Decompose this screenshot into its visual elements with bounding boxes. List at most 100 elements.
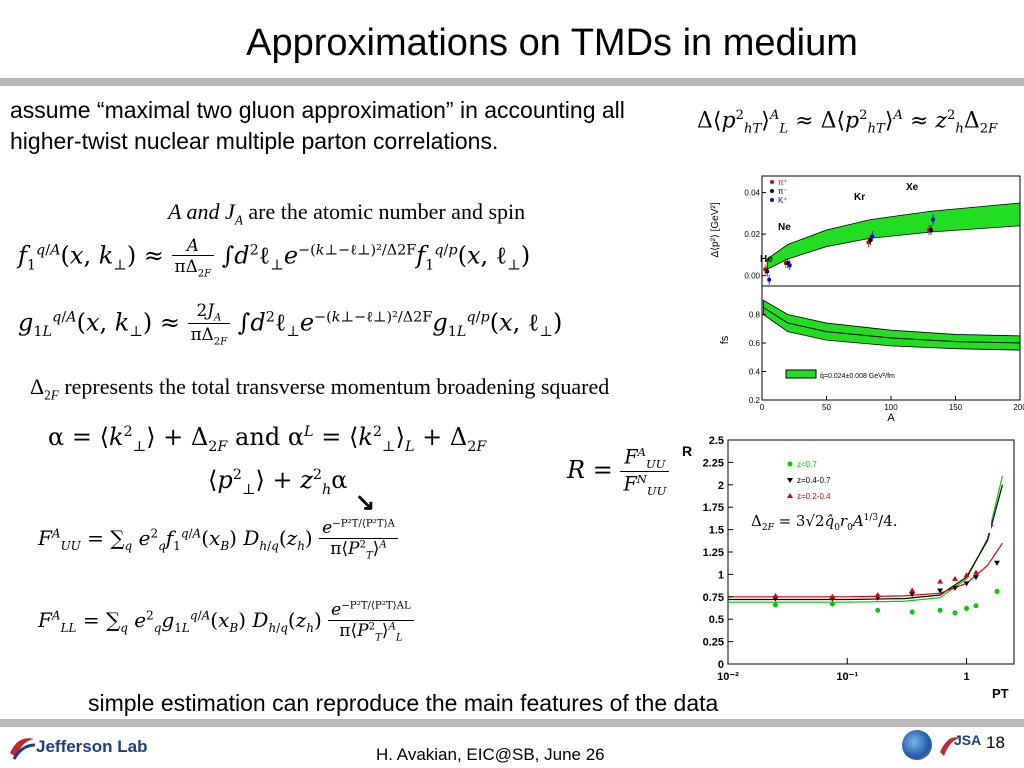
title-divider [0, 78, 1024, 86]
c3-point [972, 569, 979, 575]
c3-point [937, 607, 943, 613]
c3-legend-label: z=0.2-0.4 [797, 492, 831, 501]
conclusion-text: simple estimation can reproduce the main… [88, 690, 719, 716]
c3-point [964, 605, 970, 611]
c3-point [772, 592, 779, 598]
c3-point [952, 610, 958, 616]
c3-point [772, 602, 778, 608]
c2-xtick-label: 200 [1013, 403, 1024, 412]
nuclear-broadening-chart: 0.00 0.02 0.04 0.2 0.4 0.6 0.8 0 50 100 150 200 Δ⟨… [710, 175, 1024, 424]
c3-point [909, 592, 916, 598]
c2-ylabel: fs [719, 335, 731, 344]
c1-annotation: Ne [778, 222, 791, 233]
c2-legend-label: q̂=0.024±0.008 GeV²/fm [820, 373, 895, 380]
c2-xtick-label: 0 [760, 403, 765, 412]
jsa-wordmark: JSA [954, 732, 982, 748]
c1-legend-marker [770, 198, 774, 202]
slide-title: Approximations on TMDs in medium [246, 22, 858, 64]
doe-seal-icon [902, 730, 932, 760]
pt-equation: ⟨p2⊥⟩ + z2hα [208, 466, 348, 498]
page-number: 18 [986, 733, 1005, 752]
footer-divider [0, 719, 1024, 727]
c3-xtick-label: 10⁻² [717, 671, 739, 683]
jlab-swoosh-icon [10, 738, 36, 760]
c1-ytick-label: 0.04 [744, 189, 760, 198]
c2-ytick-label: 0.6 [749, 339, 761, 348]
c1-legend-label: K⁺ [778, 196, 788, 205]
c2-xtick-label: 150 [949, 403, 963, 412]
c3-point [951, 575, 958, 581]
c3-point [963, 581, 970, 587]
c2-ytick-label: 0.8 [749, 311, 761, 320]
c3-model-curve [728, 484, 1004, 601]
g1l-equation: g1Lq/A(x, k⊥) ≈ 2JA πΔ2F ∫d2ℓ⊥e−(k⊥−ℓ⊥)²/… [18, 300, 563, 348]
c1-annotation: Kr [854, 192, 865, 203]
c3-point [829, 601, 835, 607]
c3-ytick-label: 1.75 [703, 502, 724, 514]
delta-2f-formula: Δ2F = 3√2q̂0r0A1/3/4. [751, 512, 991, 533]
jsa-logo: JSA [938, 730, 982, 758]
c1-ytick-label: 0.02 [744, 230, 760, 239]
c1-annotation: He [760, 254, 773, 265]
c3-point [951, 585, 958, 591]
c3-ytick-label: 2 [718, 480, 724, 492]
c3-ytick-label: 0.25 [703, 637, 724, 649]
jefferson-lab-logo: Jefferson Lab [8, 733, 148, 763]
c3-model-curve [728, 542, 1003, 598]
jefferson-lab-wordmark: Jefferson Lab [36, 737, 148, 756]
c1-band-area [766, 202, 1021, 271]
c2-xlabel: A [887, 412, 895, 424]
c1-legend-label: π⁺ [778, 178, 788, 187]
c3-point [909, 609, 915, 615]
jsa-swoosh-icon [940, 737, 960, 756]
atomic-number-note: A and JA are the atomic number and spin [168, 199, 526, 228]
c1-legend-marker [770, 180, 774, 184]
c3-ytick-label: 1.5 [709, 525, 724, 537]
c3-point [875, 607, 881, 613]
broadening-relation: Δ⟨p2hT⟩AL ≈ Δ⟨p2hT⟩A ≈ z2hΔ2F [697, 108, 998, 137]
c3-ytick-label: 0.75 [703, 592, 724, 604]
c2-center-line [763, 306, 1021, 344]
c2-xtick-label: 50 [822, 403, 831, 412]
c2-ytick-label: 0.4 [749, 368, 761, 377]
c3-legend-label: z<0.7 [797, 460, 817, 469]
footer-credit: H. Avakian, EIC@SB, June 26 [376, 745, 605, 764]
c3-xtick-label: 10⁻¹ [836, 671, 858, 683]
c2-xtick-label: 100 [884, 403, 898, 412]
c3-ytick-label: 1 [718, 569, 724, 581]
c3-legend-label: z=0.4-0.7 [797, 476, 831, 485]
fll-equation: FALL = ∑q e2qg1Lq/A(xB) Dh/q(zh) e−P²T/⟨… [38, 600, 414, 643]
c2-ytick-label: 0.2 [749, 396, 761, 405]
c3-legend-marker [787, 493, 793, 498]
c3-point [829, 593, 836, 599]
c3-point [993, 560, 1000, 566]
c2-band-area [762, 299, 1021, 351]
c1-annotation: Xe [906, 182, 919, 193]
c3-ytick-label: 1.25 [703, 547, 724, 559]
c3-xlabel: PT [992, 686, 1009, 701]
c1-legend-marker [770, 189, 774, 193]
c3-legend-marker [787, 478, 793, 483]
delta-broadening-note: Δ2F represents the total transverse mome… [30, 374, 610, 403]
c3-ytick-label: 2.25 [703, 457, 724, 469]
c3-point [994, 588, 1000, 594]
ratio-equation: R = FAUU FNUU [567, 445, 670, 498]
intro-text: assume “maximal two gluon approximation”… [10, 97, 625, 154]
ratio-pt-chart: 0 0.25 0.5 0.75 1 1.25 1.5 1.75 2 2.25 2.5 10⁻² 10⁻¹… [682, 435, 1015, 701]
c2-legend-marker [785, 369, 817, 379]
alpha-equation: α = ⟨k2⊥⟩ + Δ2F and αL = ⟨k2⊥⟩L + Δ2F [48, 423, 487, 455]
c3-ylabel: R [682, 443, 692, 459]
fuu-equation: FAUU = ∑q e2qf1q/A(xB) Dh/q(zh) e−P²T/⟨P… [38, 518, 398, 561]
c3-ytick-label: 0.5 [709, 614, 724, 626]
c1-legend-label: π⁻ [778, 187, 788, 196]
c3-point [909, 587, 916, 593]
c3-xtick-label: 1 [963, 671, 969, 683]
c3-ytick-label: 0 [718, 659, 724, 671]
c3-point [874, 592, 881, 598]
c1-ylabel: Δ⟨p²⟩ [GeV²] [710, 202, 721, 257]
c3-point [972, 575, 979, 581]
arrow-marker: ↘ [355, 489, 376, 516]
c3-point [937, 578, 944, 584]
c3-point [973, 603, 979, 609]
